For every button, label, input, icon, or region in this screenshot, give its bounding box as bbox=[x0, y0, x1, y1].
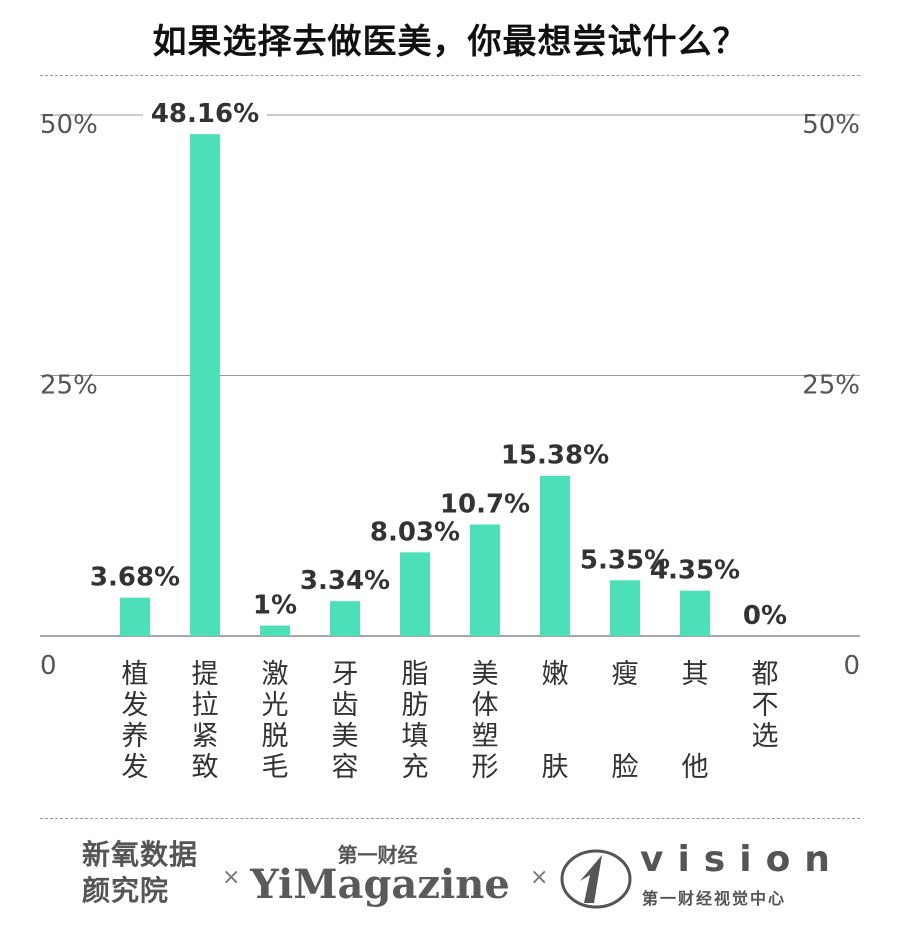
category-label-char: 选 bbox=[752, 721, 779, 752]
category-label-char: 拉 bbox=[192, 690, 219, 721]
category-label-char: 美 bbox=[332, 721, 359, 752]
vision-logo-icon bbox=[560, 849, 632, 909]
bar bbox=[120, 597, 150, 636]
bar bbox=[260, 625, 290, 636]
value-label: 15.38% bbox=[501, 441, 609, 471]
y-tick-label-right: 0 bbox=[843, 651, 860, 681]
category-label-char: 发 bbox=[122, 690, 149, 721]
xinyang-logo: 新氧数据颜究院 bbox=[82, 838, 199, 907]
value-label: 4.35% bbox=[650, 556, 740, 586]
bar bbox=[330, 601, 360, 636]
bar bbox=[470, 524, 500, 636]
category-label-char: 其 bbox=[682, 659, 709, 690]
bar bbox=[680, 590, 710, 636]
category-label-char: 肪 bbox=[402, 690, 429, 721]
category-label-char: 牙 bbox=[332, 659, 359, 690]
category-label-char: 致 bbox=[192, 752, 219, 783]
category-label-char: 肤 bbox=[542, 752, 569, 783]
value-label-background bbox=[143, 98, 267, 129]
category-label-char: 不 bbox=[752, 690, 779, 721]
yimagazine-logo-top: 第一财经 bbox=[337, 843, 418, 867]
value-label: 48.16% bbox=[151, 99, 259, 129]
category-label-char: 植 bbox=[122, 659, 149, 690]
bar bbox=[610, 580, 640, 636]
footer-logos: 新氧数据颜究院 × 第一财经 YiMagazine × vision 第一财经视… bbox=[0, 835, 900, 925]
separator-1: × bbox=[222, 865, 241, 890]
bar bbox=[400, 552, 430, 636]
category-label-char: 塑 bbox=[472, 721, 499, 752]
value-label: 0% bbox=[743, 601, 787, 631]
category-label-char: 养 bbox=[122, 721, 149, 752]
category-label-char: 填 bbox=[402, 721, 429, 752]
yimagazine-logo: YiMagazine bbox=[250, 861, 510, 908]
category-label-char: 发 bbox=[122, 752, 149, 783]
y-tick-label-right: 25% bbox=[802, 371, 860, 401]
category-label-char: 嫩 bbox=[542, 659, 569, 690]
category-label-char: 充 bbox=[402, 752, 429, 783]
y-tick-label-left: 50% bbox=[40, 110, 98, 140]
value-label: 3.68% bbox=[90, 563, 180, 593]
category-label-char: 脱 bbox=[262, 721, 289, 752]
category-label-char: 他 bbox=[682, 752, 709, 783]
y-tick-label-left: 0 bbox=[40, 651, 57, 681]
bottom-divider bbox=[40, 818, 860, 819]
category-label-char: 都 bbox=[752, 659, 779, 690]
category-label-char: 瘦 bbox=[612, 659, 639, 690]
y-tick-label-right: 50% bbox=[802, 110, 860, 140]
category-label-char: 齿 bbox=[332, 690, 359, 721]
category-label-char: 光 bbox=[262, 690, 289, 721]
vision-logo-word: vision bbox=[640, 839, 844, 880]
bar bbox=[540, 475, 570, 636]
category-label-char: 提 bbox=[192, 659, 219, 690]
value-label: 8.03% bbox=[370, 517, 460, 547]
category-label-char: 脂 bbox=[402, 659, 429, 690]
category-label-char: 脸 bbox=[612, 752, 639, 783]
vision-logo-subtitle: 第一财经视觉中心 bbox=[642, 889, 787, 908]
value-label: 10.7% bbox=[440, 490, 530, 520]
value-label: 3.34% bbox=[300, 566, 390, 596]
top-divider bbox=[40, 75, 860, 76]
category-label-char: 激 bbox=[262, 659, 289, 690]
category-label-char: 紧 bbox=[192, 721, 219, 752]
y-tick-label-left: 25% bbox=[40, 371, 98, 401]
category-label-char: 美 bbox=[472, 659, 499, 690]
bar-chart: 0 025% 25%50% 50%3.68%植发养发48.16%提拉紧致1%激光脱毛3… bbox=[40, 98, 860, 783]
chart-title: 如果选择去做医美，你最想尝试什么？ bbox=[152, 22, 748, 62]
bar bbox=[190, 134, 220, 637]
value-label: 1% bbox=[253, 591, 297, 621]
category-label-char: 容 bbox=[332, 752, 359, 783]
category-label-char: 形 bbox=[472, 752, 499, 783]
category-label-char: 毛 bbox=[262, 752, 289, 783]
value-label: 5.35% bbox=[580, 545, 670, 575]
separator-2: × bbox=[530, 865, 549, 890]
category-label-char: 体 bbox=[472, 690, 499, 721]
